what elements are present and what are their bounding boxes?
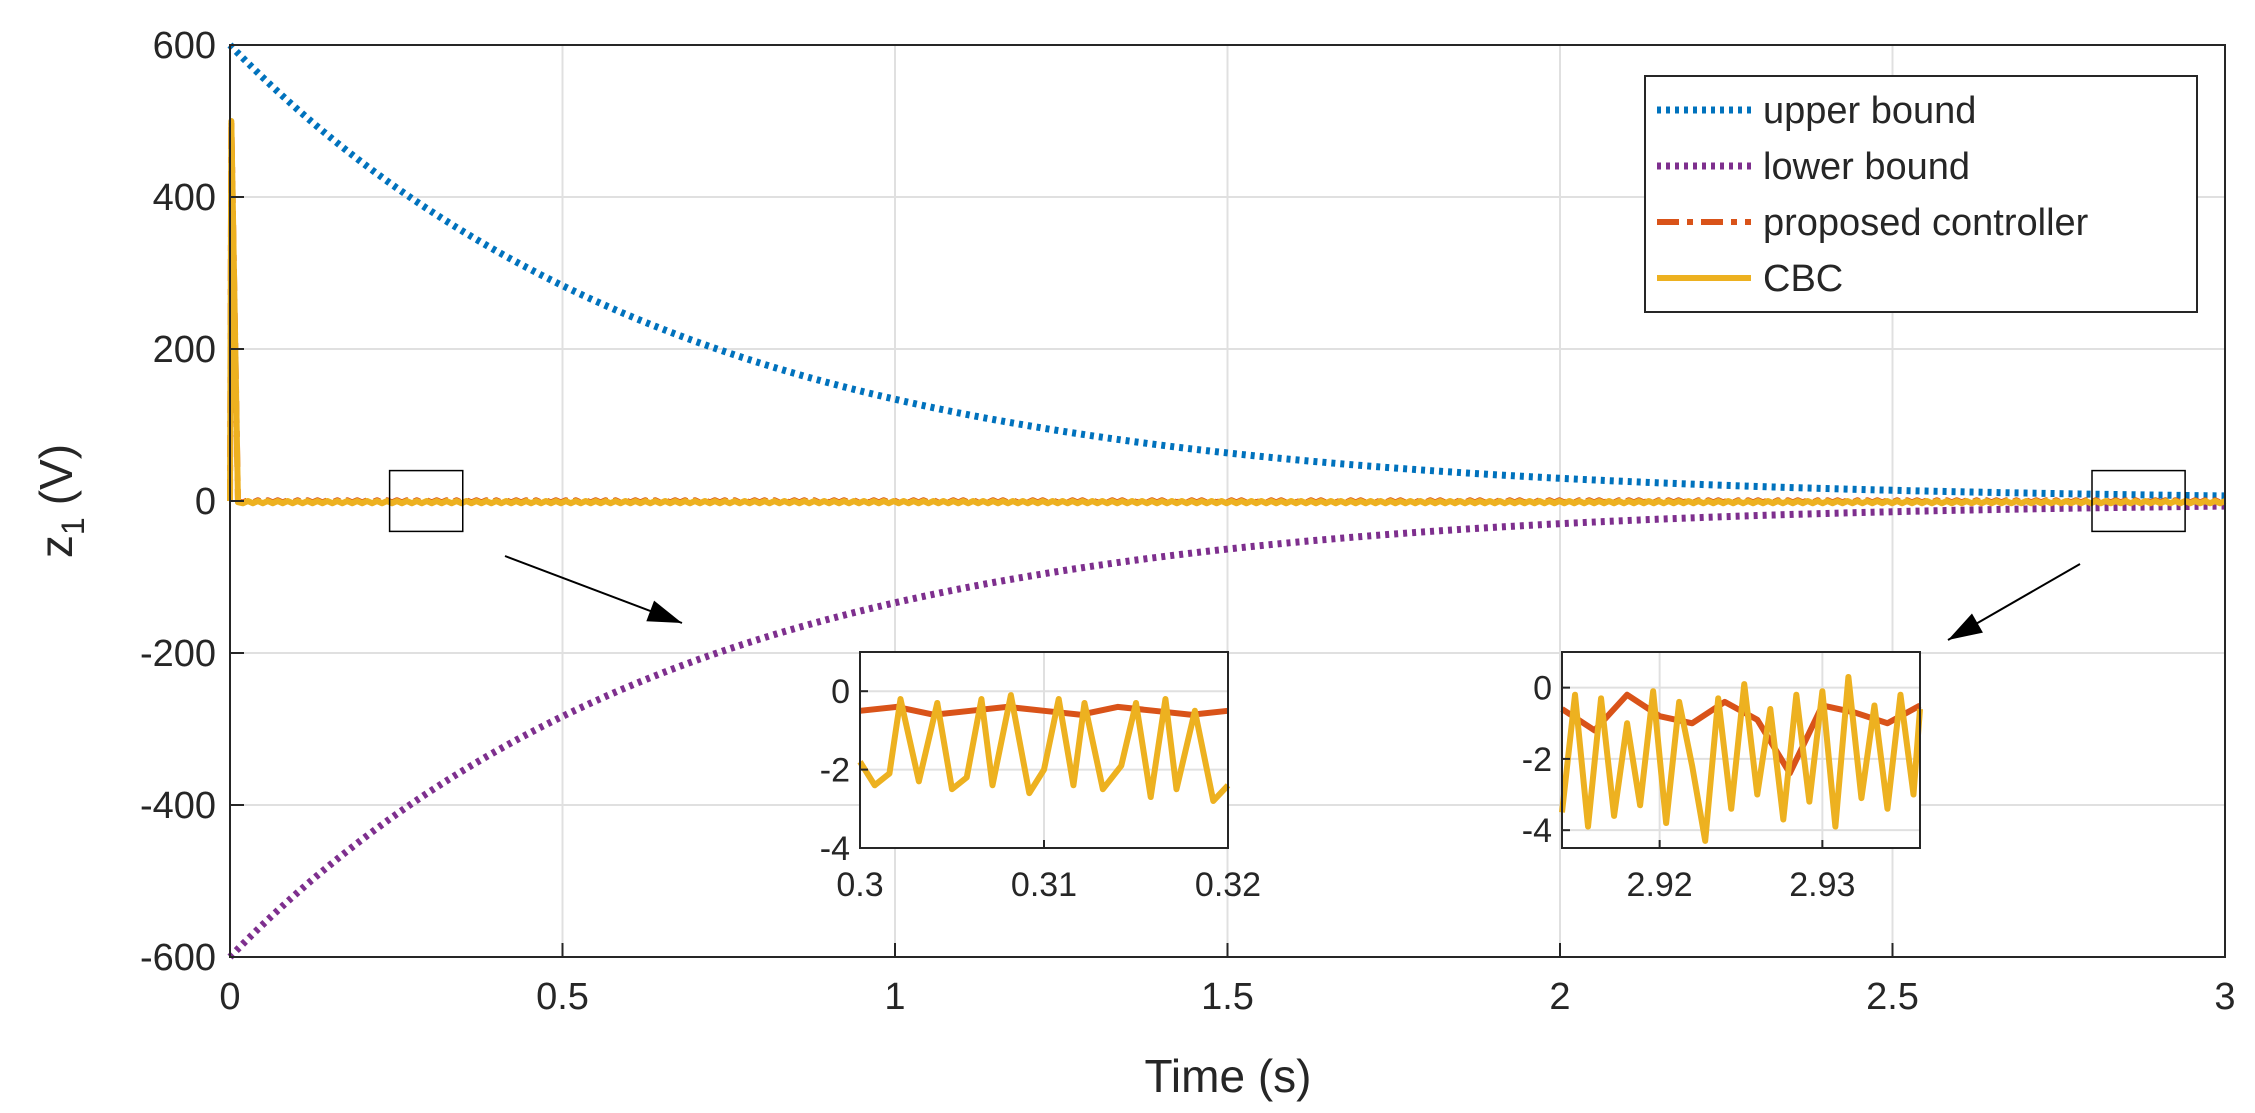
inset-x-tick-label: 2.93 bbox=[1789, 866, 1855, 904]
zoom-arrowhead-zoom-right bbox=[1948, 613, 1983, 640]
y-axis-label-symbol: z bbox=[30, 535, 82, 558]
x-tick-label: 2 bbox=[1549, 976, 1570, 1018]
insets: 0.3 0.31 0.32 -4 -2 0 2.92 2.93 -4 -2 0 bbox=[820, 651, 1923, 904]
inset-frame bbox=[1561, 651, 1921, 849]
series-upper-bound bbox=[227, 42, 2226, 500]
y-tick-label: -600 bbox=[140, 937, 216, 979]
inset-zoom-right: 2.92 2.93 -4 -2 0 bbox=[1522, 651, 1923, 904]
series-lower-bound bbox=[227, 502, 2226, 960]
inset-x-tick-label: 0.3 bbox=[836, 866, 883, 904]
inset-y-tick-label: 0 bbox=[1533, 670, 1552, 708]
svg-text:z1(V): z1 (V) bbox=[30, 444, 91, 558]
y-tick-label: 0 bbox=[195, 481, 216, 523]
inset-series-cbc bbox=[857, 692, 1231, 804]
y-axis-label-subscript: 1 bbox=[55, 517, 91, 535]
legend-box bbox=[1644, 75, 2198, 313]
x-tick-label: 1 bbox=[884, 976, 905, 1018]
x-tick-label: 1.5 bbox=[1201, 976, 1254, 1018]
x-tick-label: 3 bbox=[2214, 976, 2235, 1018]
inset-y-tick-label: -2 bbox=[820, 752, 850, 790]
y-tick-label: 600 bbox=[153, 25, 216, 67]
y-tick-label: -200 bbox=[140, 633, 216, 675]
legend: upper bound lower bound proposed controlle… bbox=[1644, 75, 2198, 313]
y-tick-label: 200 bbox=[153, 329, 216, 371]
legend-label-cbc: CBC bbox=[1763, 258, 1843, 300]
x-tick-label: 2.5 bbox=[1866, 976, 1919, 1018]
y-tick-label: 400 bbox=[153, 177, 216, 219]
x-axis-label: Time (s) bbox=[1145, 1050, 1312, 1102]
inset-zoom-left: 0.3 0.31 0.32 -4 -2 0 bbox=[820, 651, 1261, 904]
series-cbc bbox=[227, 118, 2227, 507]
legend-label-upper-bound: upper bound bbox=[1763, 90, 1976, 132]
y-tick-label: -400 bbox=[140, 785, 216, 827]
inset-y-tick-label: -4 bbox=[1522, 812, 1552, 850]
inset-x-tick-label: 0.31 bbox=[1011, 866, 1077, 904]
inset-y-tick-label: -4 bbox=[820, 830, 850, 868]
x-tick-label: 0.5 bbox=[536, 976, 589, 1018]
inset-x-tick-label: 0.32 bbox=[1195, 866, 1261, 904]
legend-label-proposed-controller: proposed controller bbox=[1763, 202, 2089, 244]
y-axis-label-unit: (V) bbox=[30, 444, 82, 505]
legend-label-lower-bound: lower bound bbox=[1763, 146, 1970, 188]
plot-series bbox=[227, 42, 2227, 960]
inset-y-tick-label: 0 bbox=[831, 673, 850, 711]
x-tick-label: 0 bbox=[219, 976, 240, 1018]
y-axis-label: z1 (V) bbox=[30, 444, 91, 558]
inset-series-cbc bbox=[1559, 673, 1923, 844]
zoom-box-zoom-right bbox=[2091, 469, 2186, 533]
zoom-arrowhead-zoom-left bbox=[646, 600, 682, 623]
zoom-box-zoom-left bbox=[388, 469, 464, 533]
inset-x-tick-label: 2.92 bbox=[1627, 866, 1693, 904]
zoom-annotations bbox=[388, 469, 2186, 641]
inset-y-tick-label: -2 bbox=[1522, 741, 1552, 779]
